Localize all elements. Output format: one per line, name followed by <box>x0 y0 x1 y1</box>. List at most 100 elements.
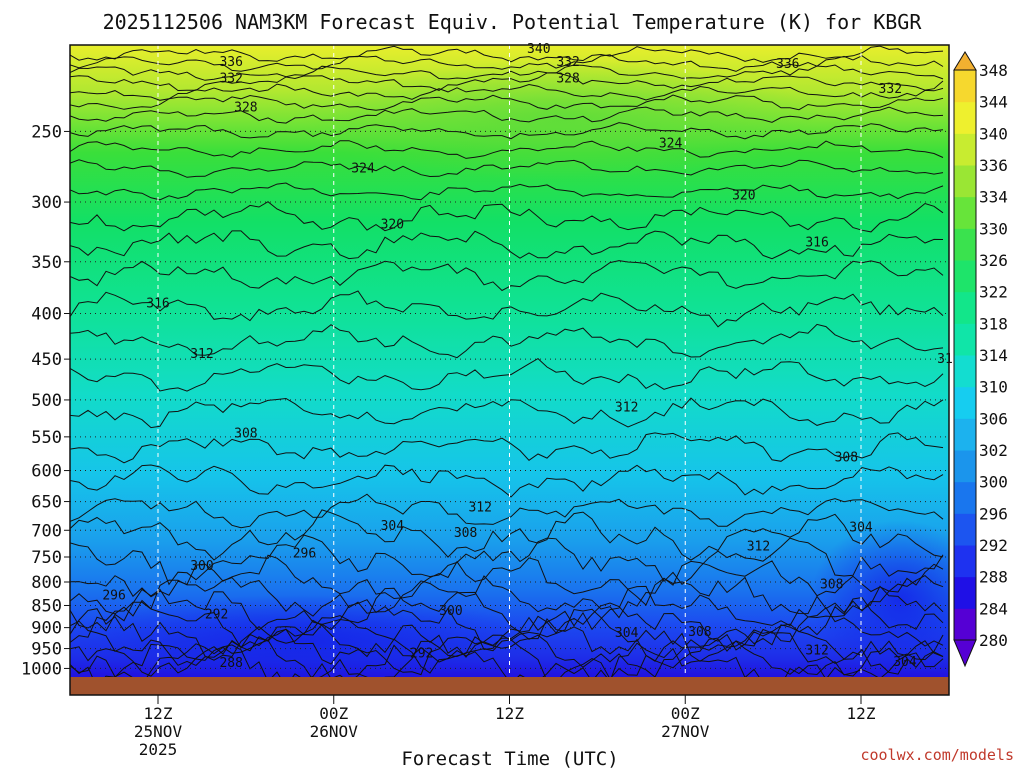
contour-line <box>70 94 944 111</box>
contour-line <box>70 83 944 101</box>
contour-line <box>70 290 944 328</box>
contour-label: 304 <box>615 626 639 641</box>
y-tick-label: 350 <box>31 253 62 273</box>
x-tick-sublabel: 25NOV <box>134 722 183 741</box>
contour-line <box>70 464 944 498</box>
contour-line <box>70 534 944 586</box>
colorbar-label: 314 <box>979 346 1008 365</box>
contour-label: 324 <box>351 161 375 176</box>
contour-line <box>70 230 944 260</box>
colorbar-label: 288 <box>979 568 1008 587</box>
plot-area <box>70 45 949 678</box>
y-tick-label: 700 <box>31 521 62 541</box>
colorbar-label: 280 <box>979 631 1008 650</box>
y-tick-label: 650 <box>31 493 62 513</box>
contour-line <box>70 72 944 92</box>
contour-label: 308 <box>234 426 257 441</box>
colorbar-label: 340 <box>979 124 1008 143</box>
contour-line <box>70 639 944 678</box>
x-axis-label: Forecast Time (UTC) <box>401 748 618 768</box>
contour-line <box>70 182 944 201</box>
x-tick-sublabel: 2025 <box>139 740 178 759</box>
contour-line <box>70 357 944 392</box>
contour-line <box>70 323 944 359</box>
colorbar-label: 334 <box>979 188 1008 207</box>
colorbar-label: 284 <box>979 599 1008 618</box>
contour-label: 312 <box>468 500 491 515</box>
contour-line <box>70 585 944 633</box>
colorbar-top-arrow <box>953 51 977 71</box>
contour-line <box>70 64 944 81</box>
credit-text: coolwx.com/models <box>860 746 1014 764</box>
contour-line <box>70 201 944 233</box>
y-tick-label: 400 <box>31 304 62 324</box>
y-tick-label: 750 <box>31 548 62 568</box>
contour-label: 332 <box>219 71 242 86</box>
x-tick-label: 12Z <box>847 704 876 723</box>
y-tick-label: 900 <box>31 619 62 639</box>
y-tick-label: 550 <box>31 428 62 448</box>
cold-pocket-right <box>810 520 949 678</box>
contour-line <box>70 617 944 674</box>
colorbar-segment <box>954 418 976 451</box>
cold-pocket <box>70 595 540 678</box>
colorbar-segment <box>954 450 976 483</box>
colorbar-segment <box>954 323 976 356</box>
y-axis: 250 300 350 400 450 500 550 600 650 700 750 800 850 9… <box>21 122 70 679</box>
contour-label: 336 <box>219 55 242 70</box>
colorbar: 280 284 288 292 296 300 302 306 310 314 318 322 326 3… <box>953 51 1008 668</box>
y-tick-label: 450 <box>31 350 62 370</box>
x-tick-sublabel: 27NOV <box>661 722 710 741</box>
colorbar-segment <box>954 196 976 229</box>
contour-label: 312 <box>805 644 828 659</box>
contour-label: 312 <box>615 401 638 416</box>
colorbar-segment <box>954 545 976 578</box>
contour-label: 336 <box>776 57 799 72</box>
colorbar-segment <box>954 291 976 324</box>
contour-label: 332 <box>556 55 579 70</box>
contour-label: 308 <box>835 450 858 465</box>
contour-label: 332 <box>879 82 902 97</box>
contour-label: 312 <box>747 540 770 555</box>
colorbar-label: 292 <box>979 536 1008 555</box>
contour-label: 288 <box>219 656 242 671</box>
colorbar-label: 322 <box>979 283 1008 302</box>
contour-label: 308 <box>688 625 711 640</box>
y-tick-label: 850 <box>31 596 62 616</box>
colorbar-label: 344 <box>979 93 1008 112</box>
colorbar-segment <box>954 70 976 103</box>
colorbar-segment <box>954 355 976 388</box>
y-tick-label: 250 <box>31 122 62 142</box>
contour-label: 308 <box>820 577 843 592</box>
chart-title: 2025112506 NAM3KM Forecast Equiv. Potent… <box>103 10 923 34</box>
colorbar-label: 296 <box>979 504 1008 523</box>
y-tick-label: 950 <box>31 640 62 660</box>
x-tick-label: 12Z <box>495 704 524 723</box>
colorbar-frame <box>953 69 977 641</box>
colorbar-segment <box>954 513 976 546</box>
x-tick-label: 12Z <box>144 704 173 723</box>
x-tick-sublabel: 26NOV <box>310 722 359 741</box>
colorbar-segment <box>954 101 976 134</box>
contour-line <box>70 122 944 140</box>
contour-line <box>70 140 944 159</box>
contour-line <box>70 260 944 292</box>
colorbar-label: 326 <box>979 251 1008 270</box>
x-tick-label: 00Z <box>671 704 700 723</box>
y-tick-label: 800 <box>31 573 62 593</box>
colorbar-label: 300 <box>979 473 1008 492</box>
contour-label: 316 <box>146 297 169 312</box>
colorbar-segment <box>954 260 976 293</box>
contour-label: 300 <box>439 604 462 619</box>
contour-label: 308 <box>454 526 477 541</box>
colorbar-label: 336 <box>979 156 1008 175</box>
contour-label: 292 <box>205 607 228 622</box>
contour-label: 304 <box>849 520 873 535</box>
colorbar-segment <box>954 481 976 514</box>
contour-line <box>70 509 944 561</box>
colorbar-bottom-arrow <box>953 639 977 668</box>
contour-line <box>70 493 944 529</box>
contour-line <box>70 554 944 606</box>
colorbar-segment <box>954 608 976 641</box>
